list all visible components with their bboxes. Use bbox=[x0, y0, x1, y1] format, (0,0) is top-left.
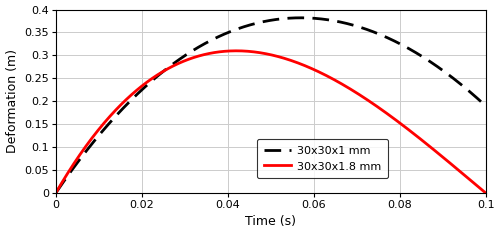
30x30x1.8 mm bbox=[310, 68, 316, 70]
30x30x1.8 mm bbox=[482, 192, 488, 194]
30x30x1 mm bbox=[164, 68, 170, 70]
30x30x1.8 mm bbox=[260, 52, 266, 55]
Line: 30x30x1.8 mm: 30x30x1.8 mm bbox=[56, 51, 486, 193]
30x30x1 mm bbox=[248, 23, 254, 26]
30x30x1.8 mm bbox=[473, 183, 479, 186]
30x30x1 mm bbox=[307, 17, 313, 19]
30x30x1.8 mm bbox=[286, 58, 292, 61]
30x30x1.8 mm bbox=[234, 49, 239, 52]
X-axis label: Time (s): Time (s) bbox=[245, 216, 296, 228]
30x30x1 mm bbox=[340, 21, 346, 24]
Y-axis label: Deformation (m): Deformation (m) bbox=[6, 49, 18, 153]
30x30x1 mm bbox=[129, 98, 135, 101]
30x30x1.8 mm bbox=[406, 129, 412, 132]
Line: 30x30x1 mm: 30x30x1 mm bbox=[56, 18, 486, 193]
30x30x1.8 mm bbox=[258, 51, 264, 54]
30x30x1.8 mm bbox=[53, 192, 59, 194]
30x30x1 mm bbox=[482, 104, 488, 107]
30x30x1 mm bbox=[298, 16, 304, 19]
Legend: 30x30x1 mm, 30x30x1.8 mm: 30x30x1 mm, 30x30x1.8 mm bbox=[257, 139, 388, 178]
30x30x1 mm bbox=[53, 192, 59, 194]
30x30x1 mm bbox=[377, 33, 383, 36]
